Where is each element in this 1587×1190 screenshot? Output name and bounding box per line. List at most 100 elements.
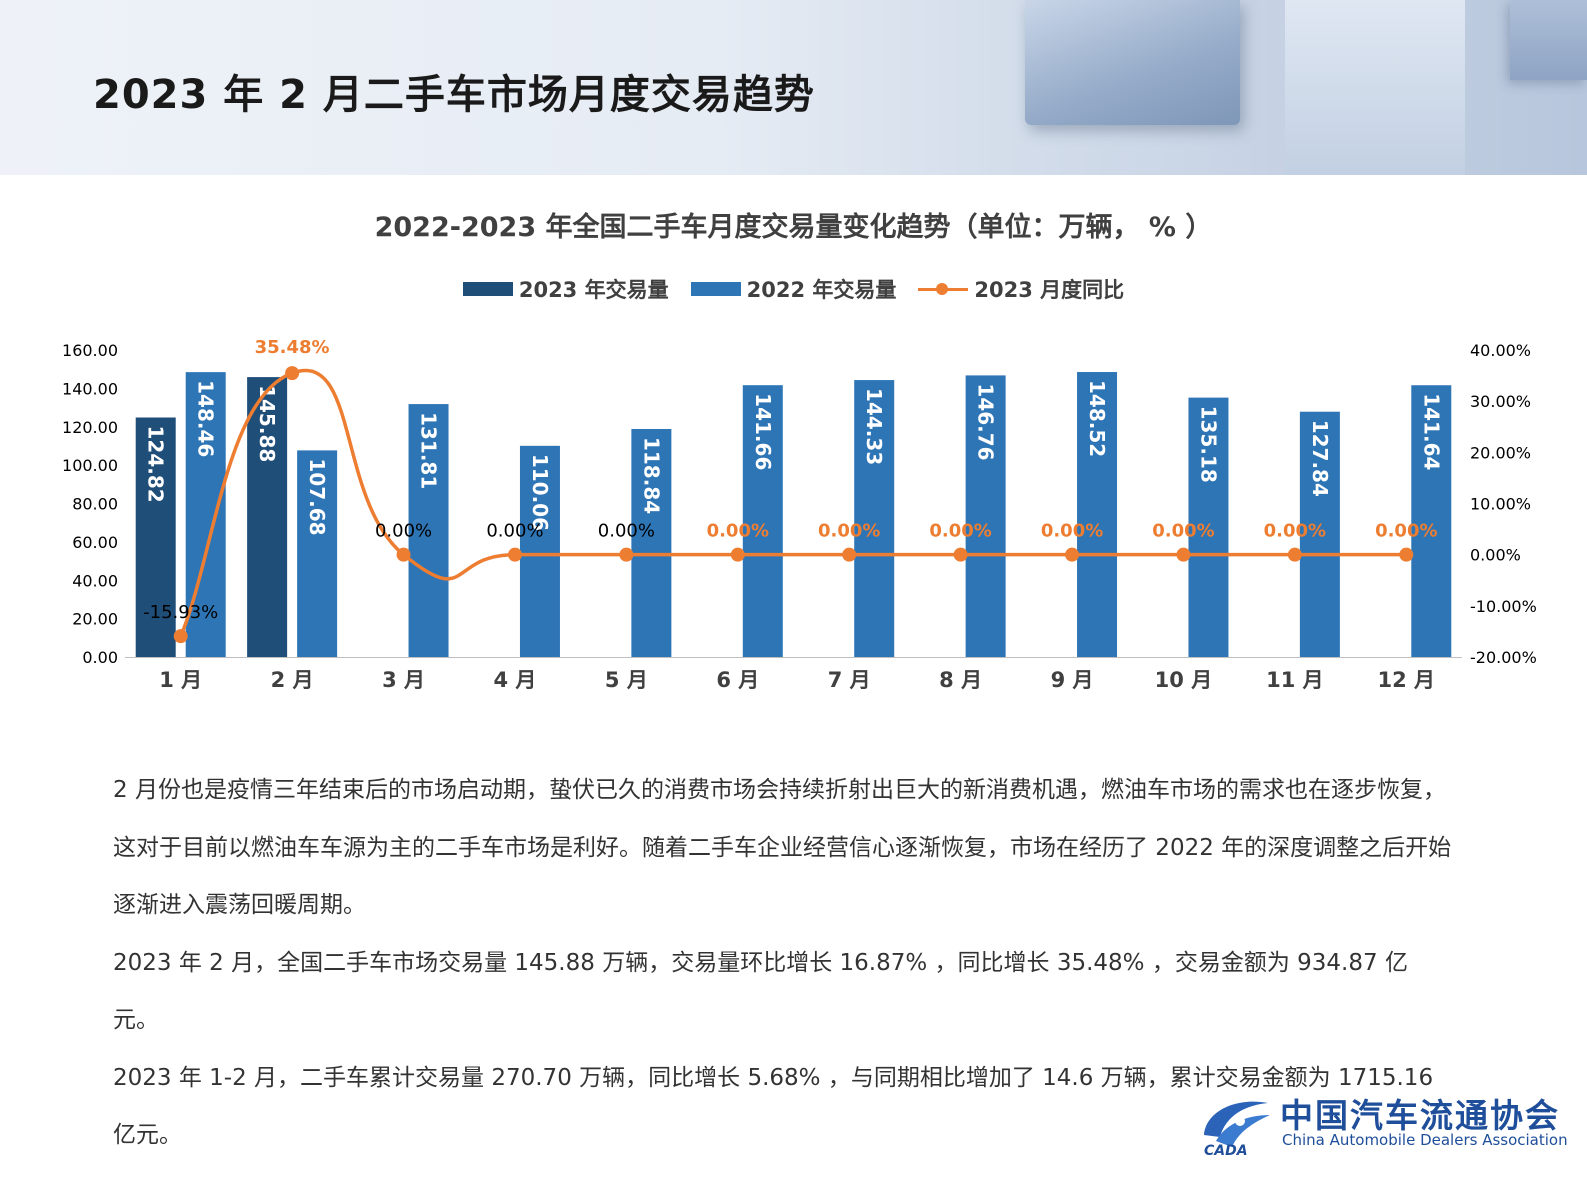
paragraph: 2023 年 2 月，全国二手车市场交易量 145.88 万辆，交易量环比增长 …: [113, 949, 1408, 1034]
bar-data-label: 107.68: [305, 458, 329, 535]
bar: [631, 428, 672, 657]
y-right-tick-label: -20.00%: [1470, 648, 1537, 667]
yoy-data-label: -15.93%: [143, 602, 218, 623]
header-banner: [0, 0, 1587, 175]
yoy-data-label: 0.00%: [818, 521, 880, 542]
bar-data-label: 127.84: [1308, 420, 1332, 497]
cada-logo: CADA 中国汽车流通协会 China Automobile Dealers A…: [1196, 1085, 1576, 1185]
yoy-point: [842, 547, 857, 562]
yoy-point: [953, 547, 968, 562]
y-left-tick-label: 140.00: [62, 379, 118, 398]
yoy-data-label: 0.00%: [1152, 521, 1214, 542]
bar-data-label: 141.64: [1419, 393, 1443, 470]
legend-item-2023-volume: 2023 年交易量: [462, 274, 669, 304]
bar: [1299, 411, 1340, 657]
logo-mark-icon: [1204, 1101, 1270, 1147]
legend-swatch: [462, 282, 513, 296]
yoy-data-label: 0.00%: [375, 521, 432, 542]
legend-swatch: [690, 282, 741, 296]
y-left-tick-label: 60.00: [72, 533, 118, 552]
chart: 0.00 20.00 40.00 60.00 80.00 100.00 120.00 140.…: [62, 337, 1537, 692]
y-left-tick-label: 160.00: [62, 341, 118, 360]
bar-data-label: 135.18: [1196, 406, 1220, 483]
logo-abbr: CADA: [1204, 1143, 1248, 1159]
bar: [1411, 385, 1452, 657]
y-right-tick-label: -10.00%: [1470, 597, 1537, 616]
yoy-point: [396, 547, 411, 562]
yoy-point: [1287, 547, 1302, 562]
logo-name-en: China Automobile Dealers Association: [1282, 1131, 1568, 1149]
bar-data-label: 131.81: [417, 412, 441, 489]
bar-data-label: 141.66: [751, 393, 775, 470]
yoy-data-label: 0.00%: [1375, 521, 1437, 542]
bar-data-label: 110.06: [528, 454, 552, 531]
y-left-tick-label: 120.00: [62, 418, 118, 437]
bar: [297, 450, 338, 657]
y-left-tick-label: 100.00: [62, 456, 118, 475]
x-tick-label: 8 月: [939, 668, 982, 692]
y-right-tick-label: 40.00%: [1470, 341, 1531, 360]
y-right-tick-label: 0.00%: [1470, 546, 1521, 565]
legend-item-2023-yoy: 2023 月度同比: [918, 274, 1124, 304]
y-right-tick-label: 10.00%: [1470, 495, 1531, 514]
x-tick-label: 10 月: [1155, 668, 1213, 692]
bar-data-label: 144.33: [862, 388, 886, 465]
x-tick-label: 2 月: [271, 668, 314, 692]
bar-data-label: 118.84: [639, 437, 663, 514]
yoy-point: [285, 366, 300, 381]
legend-label: 2022 年交易量: [746, 278, 897, 302]
legend-label: 2023 月度同比: [974, 278, 1125, 302]
x-tick-label: 3 月: [382, 668, 425, 692]
chart-title: 2022-2023 年全国二手车月度交易量变化趋势（单位：万辆， % ）: [374, 212, 1213, 243]
bar: [185, 372, 226, 657]
x-tick-label: 7 月: [828, 668, 871, 692]
x-tick-label: 1 月: [159, 668, 202, 692]
x-tick-label: 11 月: [1266, 668, 1324, 692]
yoy-point: [619, 547, 634, 562]
bar: [408, 404, 449, 657]
bar-data-label: 124.82: [144, 426, 168, 503]
y-left-tick-label: 20.00: [72, 610, 118, 629]
paragraph: 2 月份也是疫情三年结束后的市场启动期，蛰伏已久的消费市场会持续折射出巨大的新消…: [113, 777, 1452, 918]
yoy-data-label: 0.00%: [1264, 521, 1326, 542]
yoy-point: [507, 547, 522, 562]
bar: [965, 375, 1006, 657]
bar: [1077, 372, 1118, 657]
yoy-data-label: 0.00%: [929, 521, 991, 542]
y-left-tick-label: 80.00: [72, 495, 118, 514]
yoy-data-label: 0.00%: [707, 521, 769, 542]
x-tick-label: 6 月: [716, 668, 759, 692]
bar: [519, 445, 560, 657]
x-tick-label: 4 月: [493, 668, 536, 692]
yoy-point: [173, 629, 188, 644]
y-right-tick-label: 20.00%: [1470, 443, 1531, 462]
bar-data-label: 148.46: [194, 380, 218, 457]
banner-decoration: [1285, 0, 1465, 175]
legend-item-2022-volume: 2022 年交易量: [690, 274, 897, 304]
yoy-point: [1399, 547, 1414, 562]
yoy-data-label: 0.00%: [598, 521, 655, 542]
bar-data-label: 145.88: [255, 385, 279, 462]
legend-label: 2023 年交易量: [518, 278, 669, 302]
paragraph: 2023 年 1-2 月，二手车累计交易量 270.70 万辆，同比增长 5.6…: [113, 1064, 1434, 1149]
chart-legend: 2023 年交易量 2022 年交易量 2023 月度同比: [0, 274, 1587, 304]
x-tick-label: 12 月: [1378, 668, 1436, 692]
bar-data-label: 146.76: [974, 383, 998, 460]
y-left-tick-label: 0.00: [82, 648, 118, 667]
bar: [742, 385, 783, 657]
body-text: 2 月份也是疫情三年结束后的市场启动期，蛰伏已久的消费市场会持续折射出巨大的新消…: [113, 762, 1453, 1165]
x-tick-label: 9 月: [1051, 668, 1094, 692]
yoy-data-label: 0.00%: [486, 521, 543, 542]
y-right-tick-label: 30.00%: [1470, 392, 1531, 411]
bar: [854, 380, 895, 657]
banner-decoration: [1510, 0, 1587, 80]
yoy-data-label: 0.00%: [1041, 521, 1103, 542]
x-tick-label: 5 月: [605, 668, 648, 692]
banner-decoration: [1025, 0, 1240, 125]
legend-swatch: [918, 282, 969, 296]
bar: [135, 417, 176, 657]
bar: [247, 377, 288, 657]
y-left-tick-label: 40.00: [72, 571, 118, 590]
bar-data-label: 148.52: [1085, 380, 1109, 457]
yoy-point: [1176, 547, 1191, 562]
